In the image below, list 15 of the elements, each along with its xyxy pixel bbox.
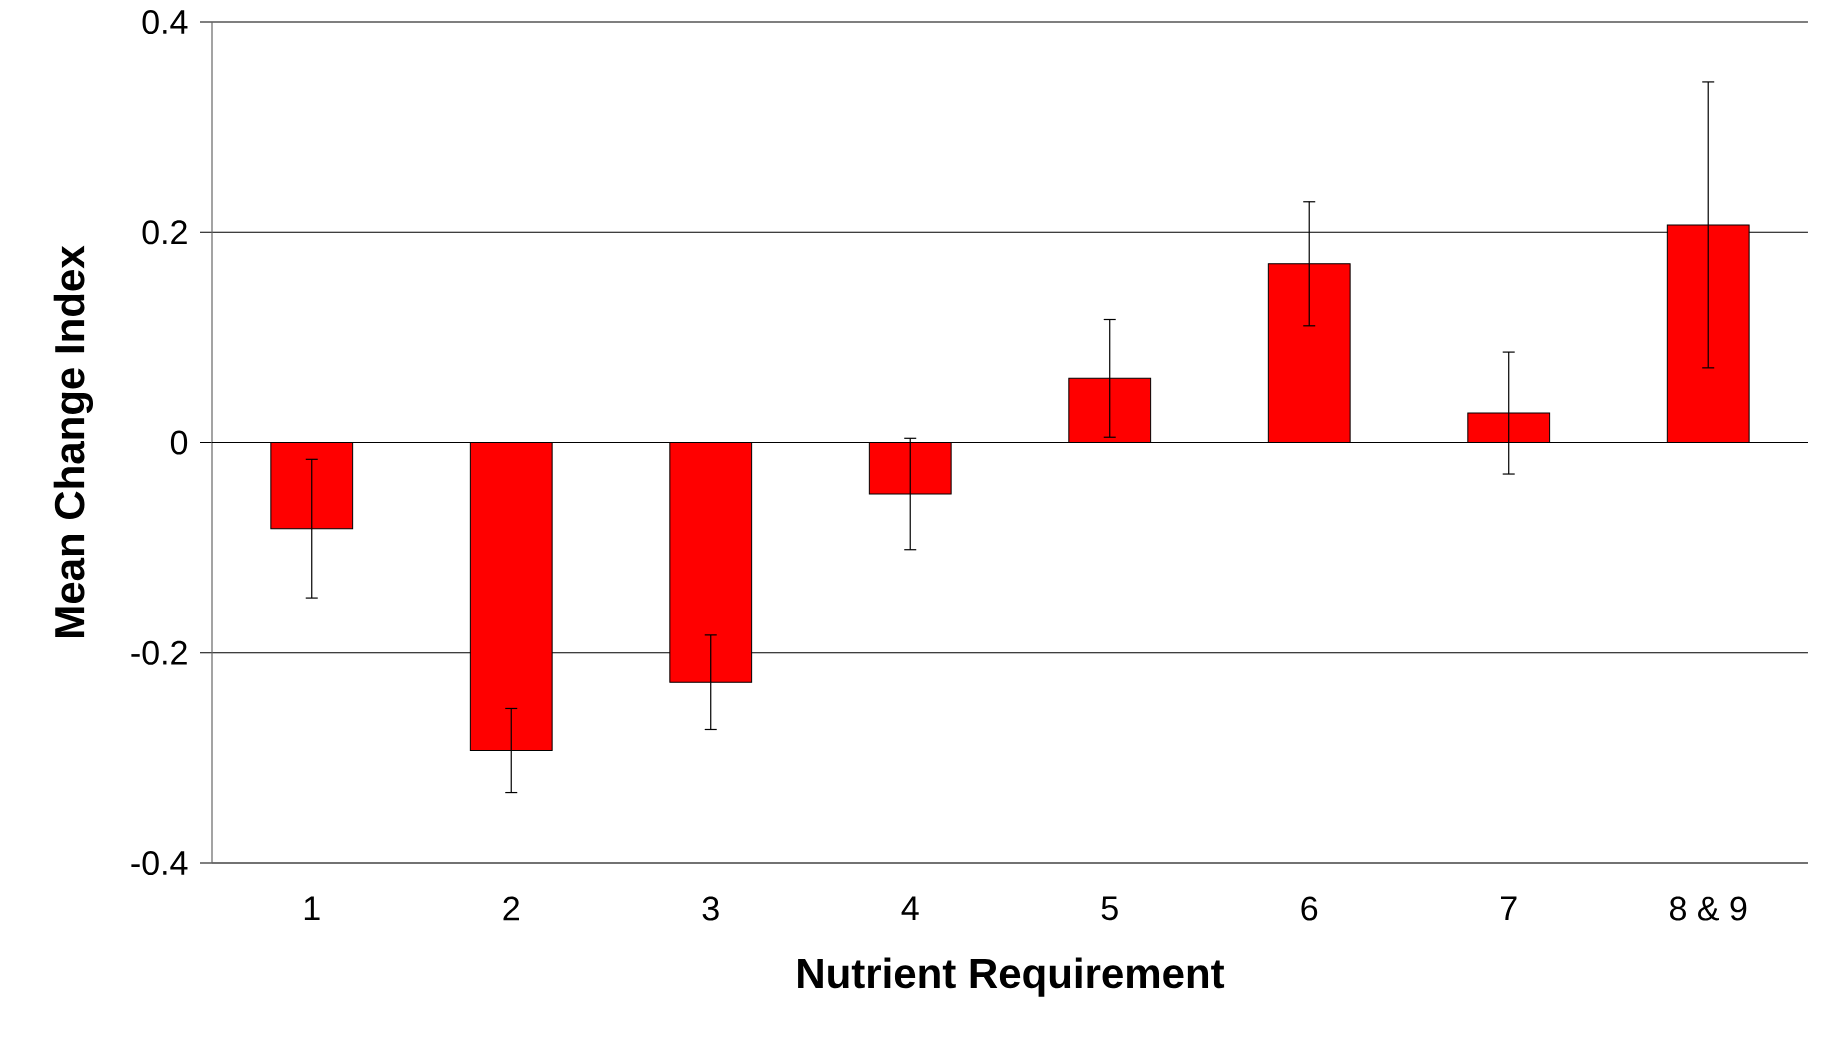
x-tick-label: 6 bbox=[1301, 896, 1318, 921]
y-tick-label: 0.2 bbox=[142, 220, 187, 245]
x-tick-label: 7 bbox=[1501, 896, 1517, 920]
x-tick-label: 2 bbox=[503, 896, 519, 921]
x-tick-label: 8 & 9 bbox=[1670, 896, 1747, 921]
y-tick-label: 0.4 bbox=[142, 9, 188, 35]
y-tick-label: -0.2 bbox=[131, 640, 187, 665]
y-tick-label: 0 bbox=[170, 430, 188, 455]
x-tick-label: 5 bbox=[1101, 896, 1118, 921]
x-tick-label: 1 bbox=[304, 896, 320, 920]
y-tick-label: -0.4 bbox=[131, 850, 188, 876]
x-axis-title: Nutrient Requirement bbox=[798, 957, 1225, 997]
x-tick-label: 3 bbox=[702, 896, 719, 921]
y-axis-title: Mean Change Index bbox=[53, 245, 94, 637]
x-tick-label: 4 bbox=[901, 896, 919, 920]
